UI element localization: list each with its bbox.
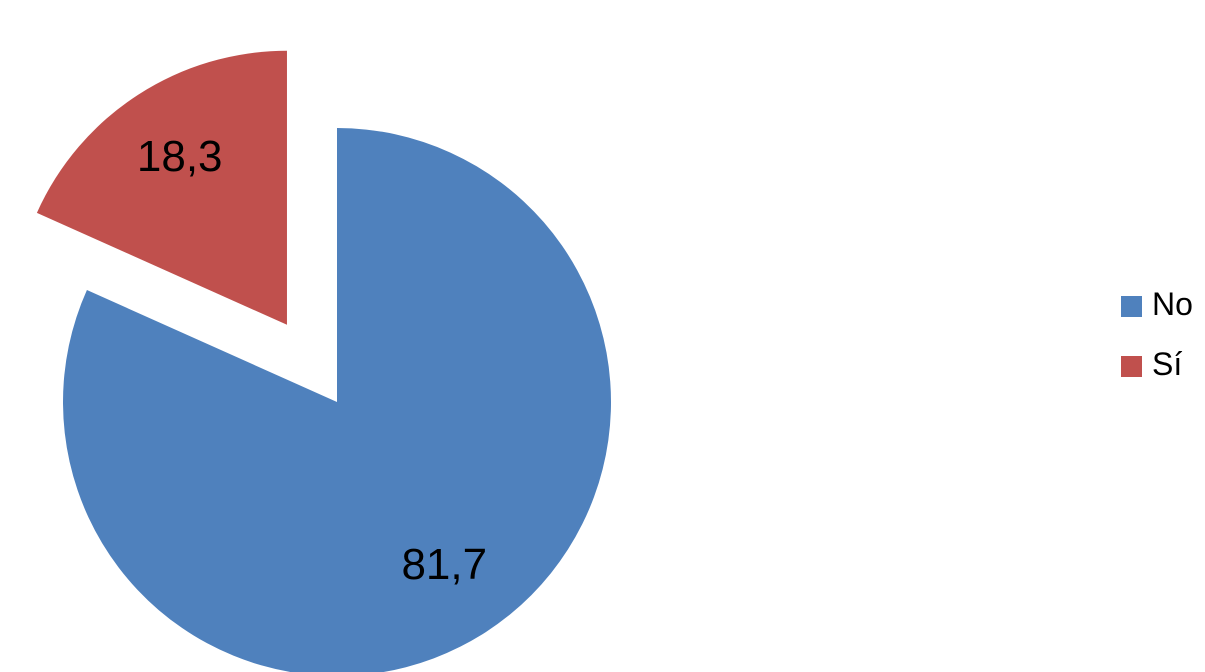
pie-slice-si <box>36 50 287 325</box>
legend-swatch <box>1121 296 1142 317</box>
legend: No Sí <box>1121 286 1193 382</box>
legend-swatch <box>1121 356 1142 377</box>
legend-label: Sí <box>1152 346 1182 382</box>
pie-slice-no <box>63 128 611 672</box>
data-label: 18,3 <box>137 132 223 181</box>
legend-label: No <box>1152 286 1193 322</box>
data-label: 81,7 <box>401 540 487 589</box>
